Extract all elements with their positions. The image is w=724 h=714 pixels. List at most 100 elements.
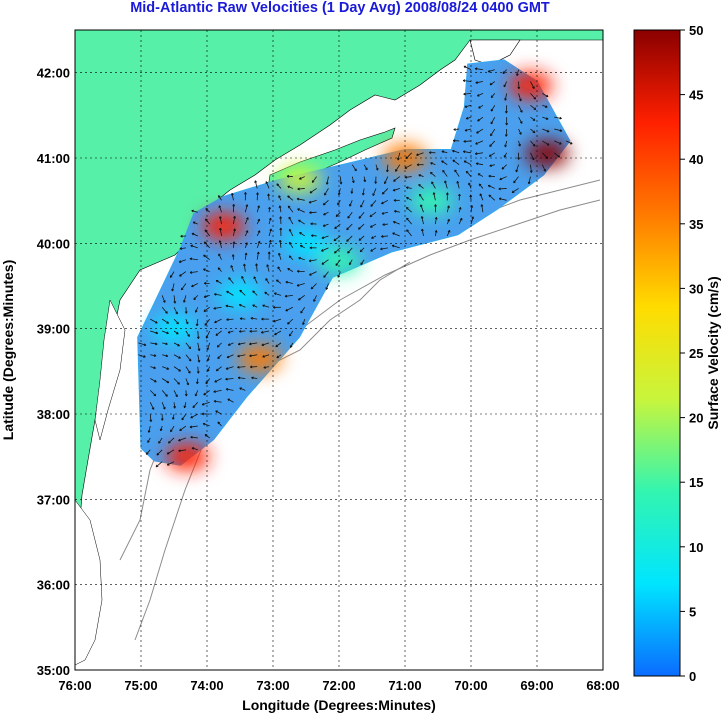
velocity-arrow xyxy=(194,390,199,397)
velocity-arrow xyxy=(309,188,317,194)
velocity-arrow xyxy=(178,259,187,263)
velocity-arrow xyxy=(278,239,282,248)
velocity-arrow xyxy=(475,81,483,84)
velocity-arrow xyxy=(432,192,436,201)
plot-frame xyxy=(74,29,604,671)
speed-patch xyxy=(237,344,282,373)
velocity-arrow xyxy=(380,247,388,251)
velocity-arrow xyxy=(298,256,305,261)
delmarva-bay xyxy=(94,299,126,441)
velocity-arrow xyxy=(474,67,483,71)
velocity-arrow xyxy=(463,92,472,96)
velocity-arrow xyxy=(150,318,158,324)
speed-patch xyxy=(201,212,246,241)
velocity-field xyxy=(137,59,571,471)
longitude-tick-label: 72:00 xyxy=(322,678,355,693)
velocity-arrow xyxy=(239,289,246,296)
longitude-ticks: 76:00 75:00 74:00 73:00 72:00 71:00 70:00 69:00… xyxy=(58,678,619,693)
velocity-arrow xyxy=(158,437,163,444)
velocity-arrow xyxy=(358,223,365,230)
velocity-arrow xyxy=(444,180,448,189)
velocity-arrow xyxy=(393,176,401,182)
plot-area xyxy=(75,30,603,670)
velocity-arrow xyxy=(278,195,282,201)
velocity-arrow xyxy=(195,319,199,327)
velocity-arrow xyxy=(518,105,523,113)
colorbar-tick-label: 10 xyxy=(689,540,703,555)
velocity-arrow xyxy=(392,232,400,237)
velocity-arrow xyxy=(363,164,368,171)
velocity-arrow xyxy=(149,414,153,422)
velocity-arrow xyxy=(180,234,186,238)
velocity-arrow xyxy=(183,295,187,303)
velocity-arrow xyxy=(205,218,210,225)
velocity-arrow xyxy=(468,182,472,189)
velocity-arrow xyxy=(217,421,222,427)
colorbar-tick-label: 40 xyxy=(689,152,703,167)
velocity-arrow xyxy=(197,342,201,351)
velocity-arrow xyxy=(181,413,187,421)
velocity-arrow xyxy=(285,306,294,312)
velocity-arrow xyxy=(374,176,378,184)
velocity-arrow xyxy=(434,230,438,237)
velocity-arrow xyxy=(487,184,495,189)
velocity-arrow xyxy=(262,304,270,308)
velocity-arrow xyxy=(346,223,353,231)
velocity-arrow xyxy=(206,342,211,351)
velocity-arrow xyxy=(179,247,186,250)
velocity-arrow xyxy=(249,342,258,346)
velocity-arrow xyxy=(191,283,198,288)
velocity-arrow xyxy=(251,376,258,380)
velocity-arrow xyxy=(503,152,508,158)
velocity-arrow xyxy=(502,69,507,74)
velocity-arrow xyxy=(189,271,198,274)
velocity-arrow xyxy=(288,228,294,237)
velocity-arrow xyxy=(213,390,222,393)
velocity-arrow xyxy=(477,116,484,122)
velocity-arrow xyxy=(252,304,258,308)
velocity-arrow xyxy=(489,164,495,167)
latitude-tick-label: 36:00 xyxy=(37,578,70,593)
velocity-arrow xyxy=(360,200,365,208)
velocity-arrow xyxy=(463,140,472,143)
velocity-arrow xyxy=(214,293,222,296)
velocity-arrow xyxy=(358,211,365,219)
velocity-arrow xyxy=(218,205,222,213)
velocity-arrow xyxy=(239,329,246,333)
velocity-arrow xyxy=(205,208,210,213)
velocity-arrow xyxy=(351,176,355,183)
velocity-arrow xyxy=(238,303,246,308)
velocity-arrow xyxy=(434,217,438,225)
colorbar-tick-label: 5 xyxy=(689,604,696,619)
velocity-arrow xyxy=(237,365,246,369)
velocity-arrow xyxy=(370,247,377,252)
velocity-arrow xyxy=(309,211,317,214)
velocity-arrow xyxy=(554,140,562,145)
velocity-arrow xyxy=(173,354,181,359)
longitude-tick-label: 71:00 xyxy=(388,678,421,693)
velocity-arrow xyxy=(470,216,475,225)
velocity-arrow xyxy=(230,192,234,201)
velocity-arrow xyxy=(214,378,222,383)
velocity-arrow xyxy=(267,193,271,201)
velocity-arrow xyxy=(430,171,436,177)
velocity-arrow xyxy=(273,318,282,323)
colorbar-tick-label: 20 xyxy=(689,411,703,426)
velocity-arrow xyxy=(453,139,460,143)
velocity-arrow xyxy=(169,271,175,278)
velocity-arrow xyxy=(256,205,260,213)
velocity-arrow xyxy=(265,181,270,189)
velocity-arrow xyxy=(404,164,412,169)
x-axis-label: Longitude (Degrees:Minutes) xyxy=(242,697,436,713)
velocity-arrow xyxy=(308,259,317,263)
longitude-tick-label: 68:00 xyxy=(586,678,619,693)
velocity-arrow xyxy=(279,216,283,225)
velocity-arrow xyxy=(360,259,365,266)
velocity-arrow xyxy=(541,164,546,172)
longitude-tick-label: 73:00 xyxy=(256,678,289,693)
velocity-arrow xyxy=(250,316,258,320)
speed-patch xyxy=(508,71,553,100)
velocity-arrow xyxy=(310,222,317,226)
colorbar-tick-label: 45 xyxy=(689,88,703,103)
